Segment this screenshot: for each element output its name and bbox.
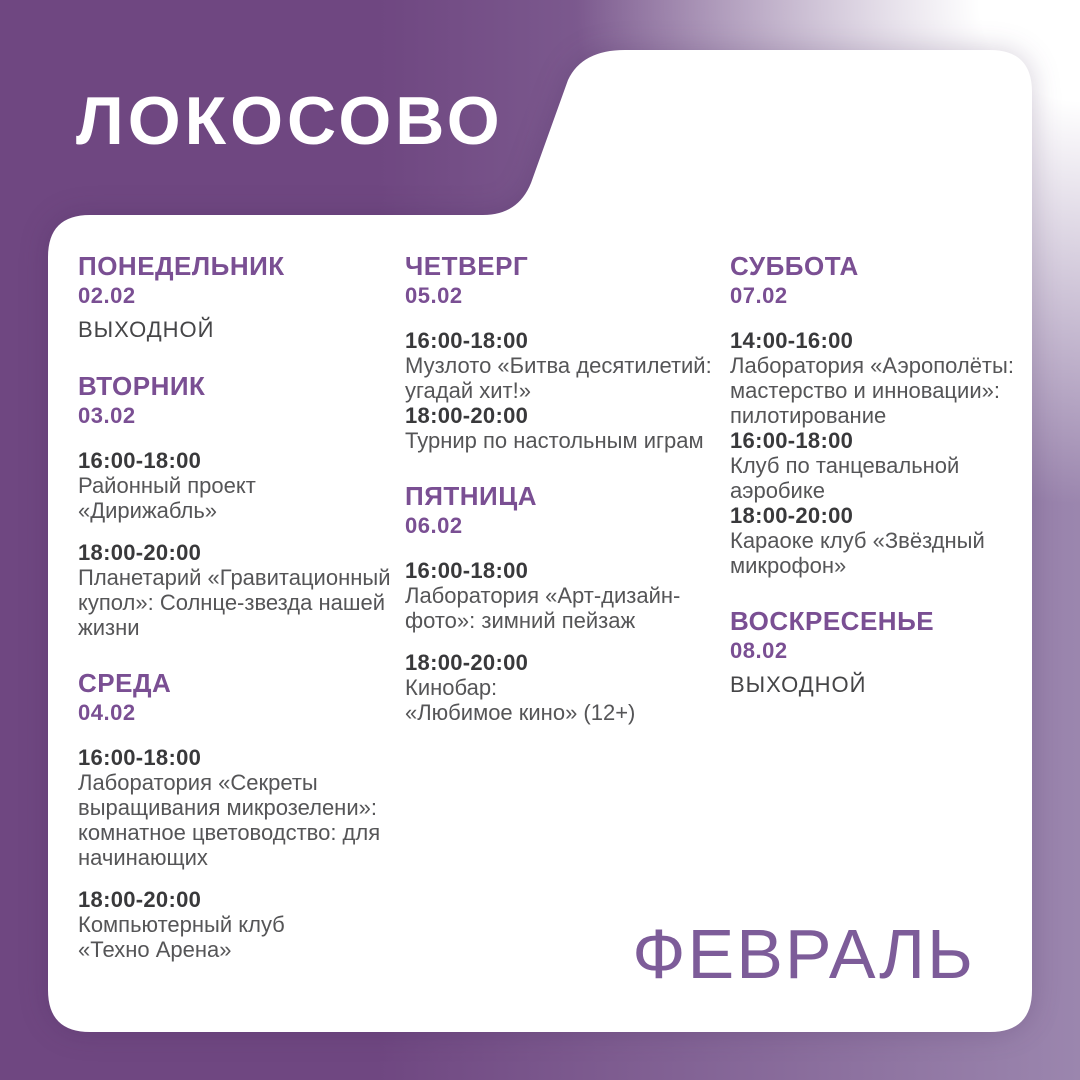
- event-list: 14:00-16:00 Лаборатория «Аэрополёты: маст…: [730, 328, 1060, 578]
- day-section: СРЕДА 04.02 16:00-18:00 Лаборатория «Секрет…: [78, 667, 408, 962]
- event-time: 18:00-20:00: [78, 540, 202, 565]
- event-time: 18:00-20:00: [730, 503, 854, 528]
- event-item: 16:00-18:00 Лаборатория «Арт-дизайн- фото…: [405, 558, 735, 633]
- day-section: ПОНЕДЕЛЬНИК 02.02 ВЫХОДНОЙ: [78, 250, 408, 343]
- day-name: ПОНЕДЕЛЬНИК: [78, 251, 285, 281]
- poster-title: ЛОКОСОВО: [76, 83, 504, 159]
- event-item: 16:00-18:00 Музлото «Битва десятилетий: у…: [405, 328, 735, 403]
- event-list: 16:00-18:00 Лаборатория «Арт-дизайн- фото…: [405, 558, 735, 725]
- event-title: Лаборатория «Арт-дизайн- фото»: зимний п…: [405, 583, 681, 633]
- event-title: Музлото «Битва десятилетий: угадай хит!»: [405, 353, 712, 403]
- day-section: ЧЕТВЕРГ 05.02 16:00-18:00 Музлото «Битва де…: [405, 250, 735, 453]
- event-item: 18:00-20:00 Компьютерный клуб «Техно Арен…: [78, 887, 408, 962]
- event-item: 18:00-20:00 Караоке клуб «Звёздный микроф…: [730, 503, 1060, 578]
- schedule-column-3: СУББОТА 07.02 14:00-16:00 Лаборатория «Аэро…: [730, 250, 1060, 698]
- event-list: 16:00-18:00 Музлото «Битва десятилетий: у…: [405, 328, 735, 453]
- day-section: СУББОТА 07.02 14:00-16:00 Лаборатория «Аэро…: [730, 250, 1060, 578]
- event-time: 16:00-18:00: [78, 745, 202, 770]
- day-date: 03.02: [78, 403, 136, 428]
- event-time: 16:00-18:00: [78, 448, 202, 473]
- day-date: 07.02: [730, 283, 788, 308]
- event-list: 16:00-18:00 Лаборатория «Секреты выращива…: [78, 745, 408, 962]
- day-date: 05.02: [405, 283, 463, 308]
- event-time: 16:00-18:00: [730, 428, 854, 453]
- event-item: 18:00-20:00 Кинобар: «Любимое кино» (12+): [405, 650, 735, 725]
- event-title: Кинобар: «Любимое кино» (12+): [405, 675, 636, 725]
- day-date: 04.02: [78, 700, 136, 725]
- event-time: 18:00-20:00: [405, 403, 529, 428]
- event-title: Планетарий «Гравитационный купол»: Солнц…: [78, 565, 391, 640]
- event-time: 14:00-16:00: [730, 328, 854, 353]
- event-title: Районный проект «Дирижабль»: [78, 473, 256, 523]
- event-time: 18:00-20:00: [78, 887, 202, 912]
- day-section: ВОСКРЕСЕНЬЕ 08.02 ВЫХОДНОЙ: [730, 605, 1060, 698]
- month-label: ФЕВРАЛЬ: [632, 915, 975, 993]
- day-name: ЧЕТВЕРГ: [405, 251, 529, 281]
- event-list: 16:00-18:00 Районный проект «Дирижабль» 18…: [78, 448, 408, 640]
- day-name: ВОСКРЕСЕНЬЕ: [730, 606, 935, 636]
- event-item: 18:00-20:00 Планетарий «Гравитационный ку…: [78, 540, 408, 640]
- event-title: Караоке клуб «Звёздный микрофон»: [730, 528, 985, 578]
- event-time: 16:00-18:00: [405, 558, 529, 583]
- day-date: 08.02: [730, 638, 788, 663]
- card-path: [48, 50, 1032, 1032]
- event-item: 18:00-20:00 Турнир по настольным играм: [405, 403, 735, 453]
- event-title: Лаборатория «Аэрополёты: мастерство и ин…: [730, 353, 1014, 428]
- event-item: 16:00-18:00 Лаборатория «Секреты выращива…: [78, 745, 408, 870]
- schedule-column-2: ЧЕТВЕРГ 05.02 16:00-18:00 Музлото «Битва де…: [405, 250, 735, 725]
- day-section: ПЯТНИЦА 06.02 16:00-18:00 Лаборатория «Арт-…: [405, 480, 735, 725]
- event-item: 16:00-18:00 Районный проект «Дирижабль»: [78, 448, 408, 523]
- day-section: ВТОРНИК 03.02 16:00-18:00 Районный проект «…: [78, 370, 408, 640]
- event-title: Клуб по танцевальной аэробике: [730, 453, 960, 503]
- event-time: 16:00-18:00: [405, 328, 529, 353]
- day-name: СУББОТА: [730, 251, 859, 281]
- event-title: Турнир по настольным играм: [405, 428, 704, 453]
- event-title: Лаборатория «Секреты выращивания микрозе…: [78, 770, 381, 870]
- day-name: ВТОРНИК: [78, 371, 206, 401]
- day-name: ПЯТНИЦА: [405, 481, 537, 511]
- day-date: 06.02: [405, 513, 463, 538]
- event-time: 18:00-20:00: [405, 650, 529, 675]
- day-status: ВЫХОДНОЙ: [730, 672, 867, 697]
- day-name: СРЕДА: [78, 668, 172, 698]
- event-title: Компьютерный клуб «Техно Арена»: [78, 912, 285, 962]
- schedule-column-1: ПОНЕДЕЛЬНИК 02.02 ВЫХОДНОЙ ВТОРНИК 03.02 16:0…: [78, 250, 408, 962]
- event-item: 16:00-18:00 Клуб по танцевальной аэробике: [730, 428, 1060, 503]
- day-date: 02.02: [78, 283, 136, 308]
- day-status: ВЫХОДНОЙ: [78, 317, 215, 342]
- event-item: 14:00-16:00 Лаборатория «Аэрополёты: маст…: [730, 328, 1060, 428]
